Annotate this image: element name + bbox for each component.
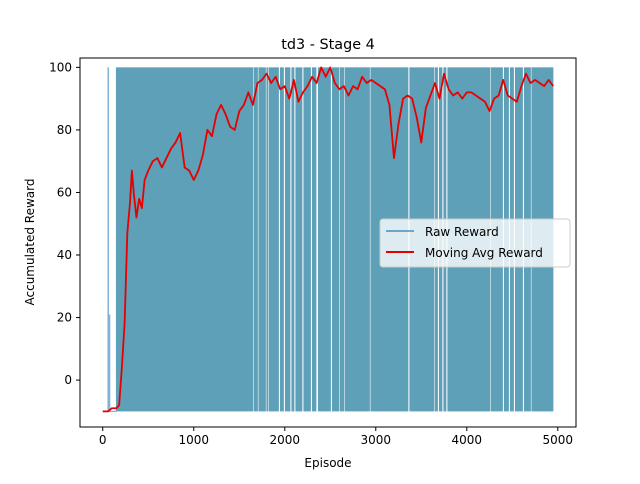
y-tick-label: 80 [57,123,72,137]
plot-frame [79,57,577,428]
y-tick-label: 60 [57,185,72,199]
x-tick-label: 3000 [361,433,392,447]
y-tick-label: 40 [57,248,72,262]
axes: 0 1000 2000 3000 4000 5000 0 20 40 60 80 100 [49,57,577,447]
y-tick-label: 0 [64,373,72,387]
x-tick-label: 5000 [543,433,574,447]
y-tick-label: 20 [57,311,72,325]
x-tick-label: 2000 [269,433,300,447]
moving-avg-series [102,66,554,413]
moving-avg-line [102,66,554,413]
y-axis-label: Accumulated Reward [23,179,37,306]
legend: Raw Reward Moving Avg Reward [379,218,571,268]
x-tick-label: 1000 [178,433,209,447]
legend-avg-label: Moving Avg Reward [425,246,543,260]
legend-box [379,218,571,268]
y-tick-label: 100 [49,60,72,74]
x-tick-label: 4000 [452,433,483,447]
x-axis-label: Episode [304,456,351,470]
x-tick-label: 0 [99,433,107,447]
legend-raw-label: Raw Reward [425,225,499,239]
chart-title: td3 - Stage 4 [281,37,375,53]
